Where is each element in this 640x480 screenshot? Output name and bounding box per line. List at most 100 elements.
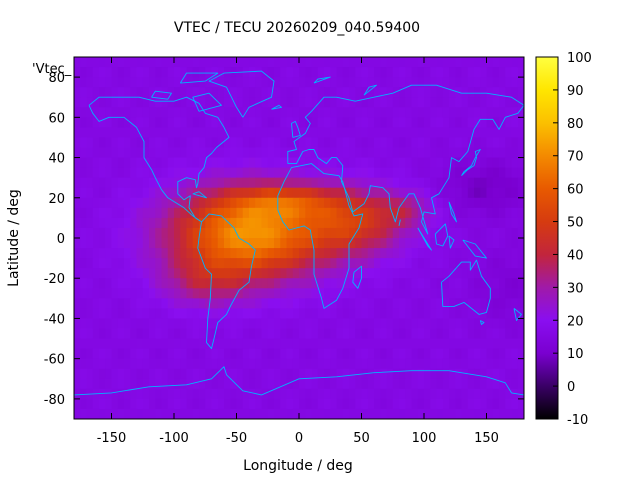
heatmap-cell <box>399 147 406 159</box>
heatmap-cell <box>292 77 300 88</box>
heatmap-cell <box>355 298 363 309</box>
heatmap-cell <box>105 57 113 68</box>
heatmap-cell <box>499 308 506 320</box>
heatmap-cell <box>255 258 263 269</box>
heatmap-cell <box>217 167 225 179</box>
heatmap-cell <box>392 167 400 179</box>
heatmap-cell <box>199 127 206 139</box>
coastline-africa <box>277 163 364 309</box>
heatmap-cell <box>267 388 275 400</box>
heatmap-cell <box>280 268 288 279</box>
heatmap-cell <box>411 368 419 380</box>
heatmap-cell <box>161 308 169 320</box>
heatmap-cell <box>155 278 163 289</box>
heatmap-cell <box>386 278 394 289</box>
heatmap-cell <box>311 328 319 340</box>
heatmap-cell <box>224 358 231 370</box>
heatmap-cell <box>242 338 250 350</box>
heatmap-cell <box>311 207 319 219</box>
heatmap-cell <box>74 248 81 259</box>
heatmap-cell <box>155 238 163 249</box>
heatmap-cell <box>474 238 481 249</box>
heatmap-cell <box>155 117 163 128</box>
heatmap-cell <box>317 368 325 380</box>
heatmap-cell <box>161 207 169 219</box>
heatmap-cell <box>136 117 144 128</box>
heatmap-cell <box>236 408 244 419</box>
heatmap-cell <box>117 318 125 330</box>
heatmap-cell <box>105 157 113 169</box>
heatmap-cell <box>180 388 188 400</box>
heatmap-cell <box>467 328 475 340</box>
heatmap-cell <box>224 298 231 309</box>
heatmap-cell <box>180 67 188 78</box>
heatmap-cell <box>136 157 144 169</box>
heatmap-cell <box>111 408 119 419</box>
heatmap-cell <box>286 388 294 400</box>
heatmap-cell <box>361 157 369 169</box>
heatmap-cell <box>486 57 494 68</box>
heatmap-cell <box>430 117 438 128</box>
heatmap-cell <box>424 358 431 370</box>
heatmap-cell <box>224 197 231 209</box>
heatmap-cell <box>374 227 381 239</box>
heatmap-cell <box>405 318 413 330</box>
coastline-svalbard <box>313 76 331 84</box>
heatmap-cell <box>461 67 469 78</box>
heatmap-cell <box>355 268 363 279</box>
heatmap-cell <box>299 348 306 360</box>
heatmap-cell <box>292 258 300 269</box>
heatmap-cell <box>442 77 450 88</box>
heatmap-cell <box>174 238 181 249</box>
colorbar-tick-label: 60 <box>567 183 584 198</box>
heatmap-cell <box>274 67 281 78</box>
heatmap-cell <box>261 97 269 108</box>
heatmap-cell <box>161 57 169 68</box>
heatmap-cell <box>105 328 113 340</box>
heatmap-cell <box>436 227 444 239</box>
heatmap-cell <box>142 187 150 199</box>
heatmap-cell <box>99 288 106 299</box>
heatmap-cell <box>449 107 456 118</box>
heatmap-cell <box>355 278 363 289</box>
heatmap-cell <box>417 408 425 419</box>
heatmap-cell <box>299 288 306 299</box>
heatmap-cell <box>461 278 469 289</box>
heatmap-cell <box>261 268 269 279</box>
heatmap-cell <box>499 298 506 309</box>
heatmap-cell <box>130 298 138 309</box>
heatmap-cell <box>430 137 438 149</box>
heatmap-cell <box>211 57 219 68</box>
heatmap-cell <box>105 217 113 229</box>
heatmap-cell <box>342 288 350 299</box>
heatmap-cell <box>274 167 281 179</box>
heatmap-cell <box>305 368 313 380</box>
heatmap-cell <box>99 298 106 309</box>
heatmap-cell <box>161 378 169 390</box>
heatmap-cell <box>236 268 244 279</box>
heatmap-cell <box>211 87 219 98</box>
heatmap-cell <box>374 338 381 350</box>
heatmap-cell <box>180 348 188 360</box>
heatmap-cell <box>255 217 263 229</box>
heatmap-cell <box>424 117 431 128</box>
coastline-south-america <box>197 213 256 350</box>
heatmap-cell <box>186 358 194 370</box>
heatmap-cell <box>286 268 294 279</box>
heatmap-cell <box>486 67 494 78</box>
heatmap-cell <box>405 348 413 360</box>
heatmap-cell <box>467 227 475 239</box>
heatmap-cell <box>311 177 319 189</box>
heatmap-cell <box>361 97 369 108</box>
heatmap-cell <box>230 308 238 320</box>
heatmap-cell <box>242 398 250 410</box>
heatmap-cell <box>486 408 494 419</box>
heatmap-cell <box>380 298 388 309</box>
heatmap-cell <box>342 398 350 410</box>
heatmap-cell <box>449 348 456 360</box>
heatmap-cell <box>355 217 363 229</box>
heatmap-cell <box>392 248 400 259</box>
heatmap-cell <box>249 308 256 320</box>
heatmap-cell <box>486 348 494 360</box>
heatmap-cell <box>155 368 163 380</box>
